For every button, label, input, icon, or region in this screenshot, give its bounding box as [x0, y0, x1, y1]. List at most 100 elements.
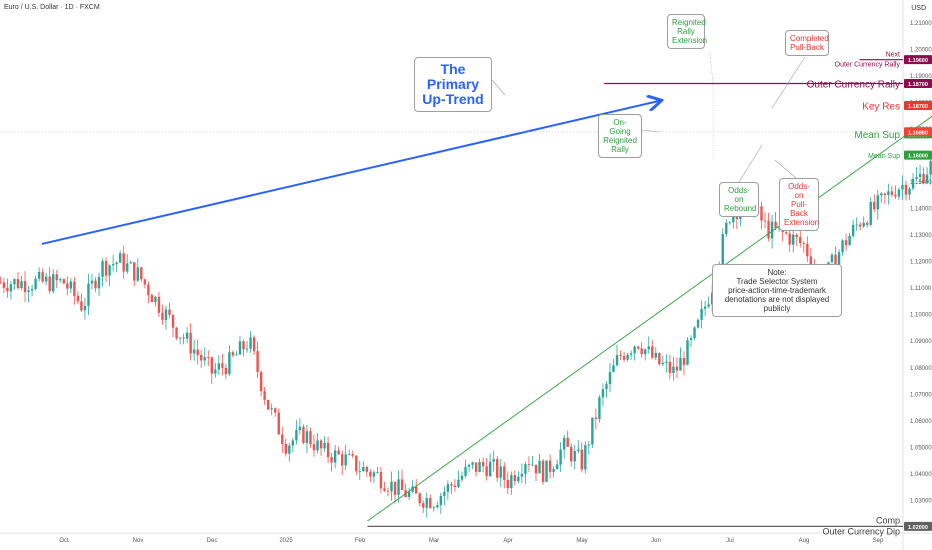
candle-body [615, 355, 619, 366]
candle-body [27, 290, 30, 292]
candle-body [295, 430, 298, 441]
candle-body [728, 222, 731, 224]
candle-body [309, 431, 312, 445]
candle-body [862, 222, 865, 227]
candle-body [883, 193, 887, 195]
candle-body [150, 295, 154, 303]
reignited-extension-callout: Reignited Rally Extension [667, 14, 707, 49]
candle-body [770, 221, 774, 239]
candle-body [510, 475, 513, 489]
candle-body [178, 337, 182, 339]
candle-body [925, 174, 929, 184]
candle-body [644, 349, 647, 355]
candle-body [767, 220, 770, 239]
candle-body [143, 279, 147, 285]
candle-body [573, 451, 576, 462]
candle-body [890, 191, 894, 195]
candle-body [73, 281, 76, 296]
candle-body [118, 253, 122, 263]
candle-body [792, 234, 795, 245]
primary-uptrend-callout: The Primary Up-Trend [414, 57, 492, 112]
candle-body [362, 467, 365, 472]
candle-body [393, 481, 397, 495]
y-tick-label: 1.03000 [910, 498, 932, 504]
candle-body [894, 194, 897, 197]
candle-body [305, 431, 309, 443]
candle-body [23, 281, 27, 292]
y-tick-label: 1.20000 [910, 48, 932, 54]
x-tick-label: Apr [503, 538, 512, 544]
candle-body [55, 274, 58, 281]
candle-body [918, 173, 922, 178]
candle-body [277, 412, 280, 435]
candle-body [0, 282, 2, 284]
candle-body [37, 272, 41, 279]
candle-body [513, 475, 517, 482]
candle-body [629, 353, 633, 355]
candle-body [541, 460, 545, 482]
level-label-comp: Comp [876, 515, 900, 525]
callout-pointer [709, 51, 714, 86]
candle-body [851, 224, 855, 236]
candle-body [531, 464, 534, 466]
candle-body [316, 440, 319, 451]
ongoing-rally-callout: On-Going Reignited Rally [598, 114, 642, 158]
candle-body [168, 309, 171, 316]
candle-body [189, 332, 192, 354]
candle-body [94, 280, 97, 289]
candle-body [87, 283, 90, 306]
reignited-rally-line-line [367, 115, 932, 522]
y-tick-label: 1.06000 [910, 419, 932, 425]
candle-body [171, 315, 175, 328]
candle-body [534, 464, 538, 474]
candle-body [672, 366, 675, 374]
candle-body [929, 160, 932, 175]
candle-body [62, 279, 65, 284]
candle-body [640, 348, 643, 355]
candle-body [20, 281, 23, 289]
x-tick-label: Feb [355, 538, 366, 544]
candle-body [608, 372, 612, 385]
candle-body [555, 464, 559, 470]
candle-body [59, 279, 62, 281]
level-label-key-res: Key Res [862, 102, 900, 113]
candle-body [44, 276, 48, 282]
candle-body [182, 337, 185, 339]
level-price-tag [904, 521, 932, 531]
candle-body [911, 178, 915, 189]
candle-body [41, 272, 44, 282]
candle-body [386, 490, 390, 492]
candle-body [732, 213, 735, 223]
callout-pointer [771, 56, 806, 109]
candle-body [210, 357, 213, 374]
candle-body [400, 479, 404, 490]
candle-body [844, 240, 848, 246]
candle-body [700, 308, 703, 320]
candle-body [612, 365, 615, 373]
level-price-tag-text: 1.02000 [908, 525, 928, 531]
candle-body [580, 449, 583, 470]
candle-body [570, 446, 573, 462]
candle-body [256, 351, 259, 373]
x-tick-label: Sep [873, 538, 884, 544]
candle-body [337, 450, 340, 455]
candle-body [2, 282, 6, 288]
candle-body [418, 493, 421, 504]
y-tick-label: 1.04000 [910, 472, 932, 478]
candle-body [887, 191, 890, 195]
candle-body [323, 442, 326, 449]
candle-body [122, 253, 125, 272]
candle-body [795, 234, 798, 238]
candle-body [228, 352, 231, 375]
candle-body [647, 346, 650, 350]
y-tick-label: 1.08000 [910, 366, 932, 372]
level-price-tag-text: 1.18700 [908, 82, 928, 88]
candle-body [203, 357, 206, 361]
candle-body [763, 220, 767, 222]
candle-body [598, 397, 601, 419]
candle-body [291, 440, 295, 446]
candle-body [834, 254, 837, 269]
candle-body [115, 262, 118, 264]
candle-body [517, 476, 520, 482]
